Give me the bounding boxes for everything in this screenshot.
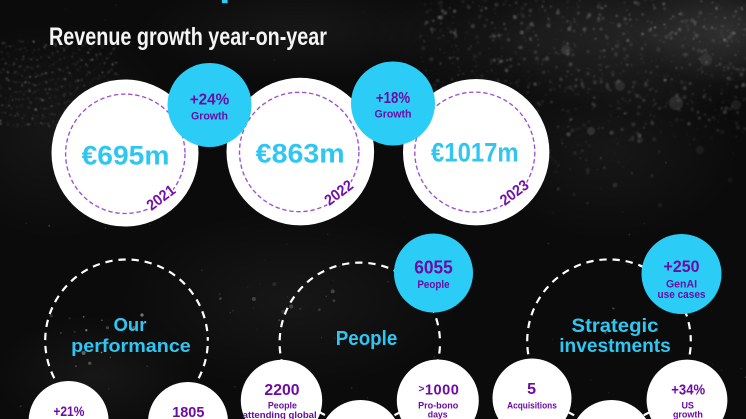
svg-text:Growth: Growth: [375, 109, 412, 121]
svg-text:performance: performance: [71, 335, 191, 356]
svg-text:US: US: [681, 399, 694, 410]
svg-text:investments: investments: [559, 335, 671, 357]
svg-text:6055: 6055: [414, 258, 453, 278]
svg-text:>1000: >1000: [418, 382, 459, 398]
svg-text:5: 5: [527, 381, 536, 398]
svg-text:+24%: +24%: [190, 91, 230, 108]
svg-text:People: People: [417, 279, 449, 291]
svg-text:Strategic: Strategic: [572, 315, 659, 337]
svg-text:growth: growth: [673, 408, 703, 419]
svg-text:€1017m: €1017m: [431, 137, 519, 167]
svg-text:Pro-bono: Pro-bono: [418, 400, 458, 411]
svg-text:Our: Our: [114, 314, 147, 335]
svg-text:2200: 2200: [264, 382, 299, 399]
svg-text:+18%: +18%: [376, 90, 410, 107]
svg-text:use cases: use cases: [658, 289, 706, 301]
svg-text:GenAI: GenAI: [666, 279, 697, 291]
svg-text:+34%: +34%: [671, 383, 705, 399]
svg-text:Growth: Growth: [191, 110, 228, 122]
svg-text:€695m: €695m: [82, 141, 170, 171]
svg-text:attending global: attending global: [243, 409, 317, 419]
svg-text:People: People: [268, 400, 297, 411]
svg-text:+21%: +21%: [53, 404, 84, 419]
svg-text:days: days: [428, 408, 448, 419]
svg-text:+250: +250: [664, 258, 700, 276]
svg-text:€863m: €863m: [256, 138, 345, 168]
svg-text:Revenue growth year-on-year: Revenue growth year-on-year: [49, 24, 327, 51]
svg-text:Acquisitions: Acquisitions: [507, 399, 557, 410]
svg-text:People: People: [336, 328, 398, 350]
svg-text:1805: 1805: [172, 405, 204, 419]
